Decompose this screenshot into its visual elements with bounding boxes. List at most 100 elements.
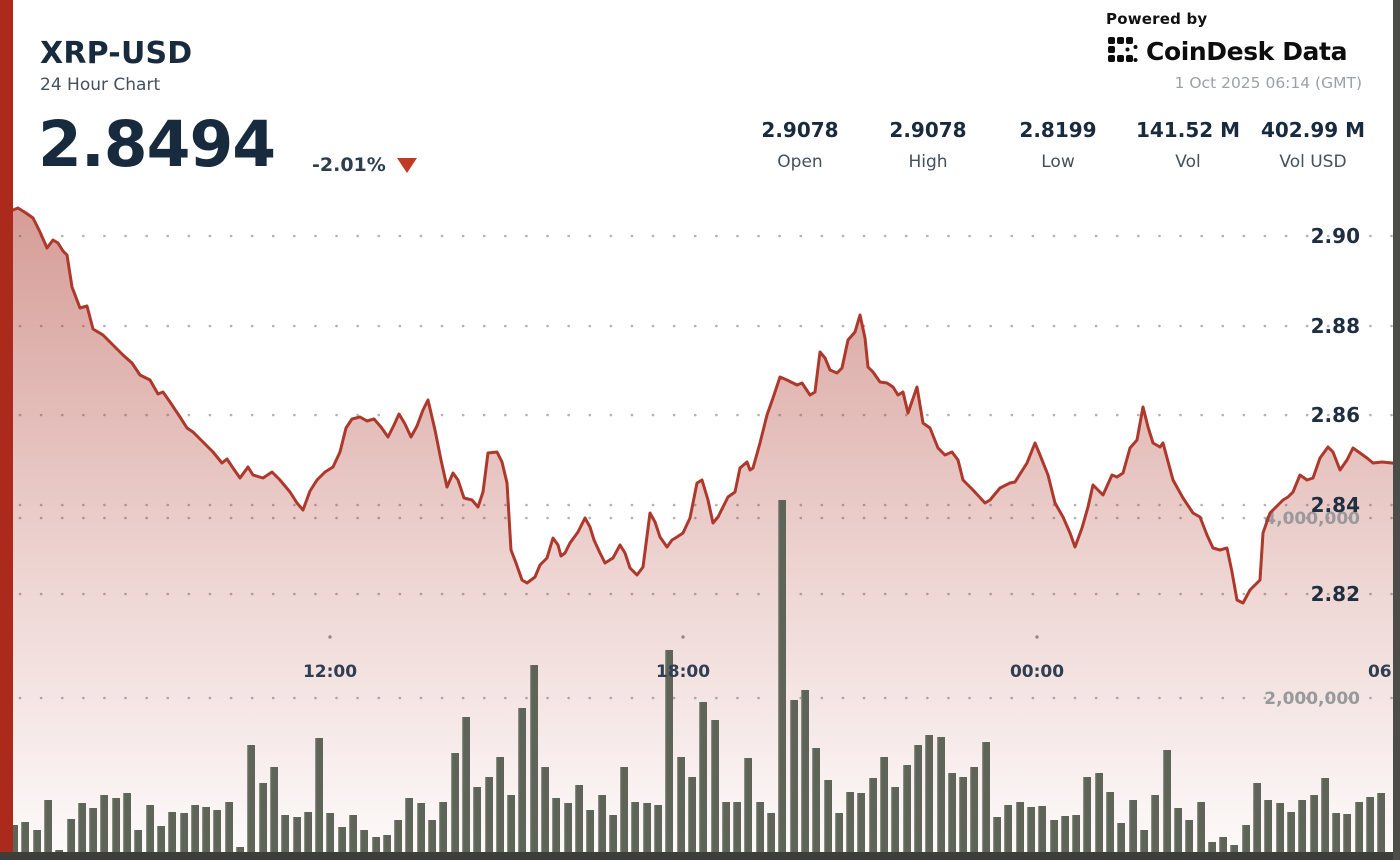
- down-arrow-icon: [396, 157, 417, 173]
- volume-bar: [586, 810, 594, 860]
- time-axis-label: 06:00: [1367, 662, 1400, 682]
- volume-bar: [530, 665, 538, 860]
- volume-bar: [903, 765, 911, 860]
- volume-bar: [304, 812, 312, 860]
- stat-open-value: 2.9078: [761, 118, 839, 142]
- volume-bar: [417, 803, 425, 860]
- stat-vol: 141.52 M Vol: [1123, 118, 1253, 172]
- volume-bar: [733, 802, 741, 860]
- volume-bar: [191, 805, 199, 860]
- volume-bar: [925, 735, 933, 860]
- volume-bar: [405, 798, 413, 860]
- volume-bar: [394, 820, 402, 860]
- volume-bar: [100, 795, 108, 860]
- stat-vol-usd: 402.99 M Vol USD: [1248, 118, 1378, 172]
- volume-bar: [1027, 807, 1035, 860]
- stat-high: 2.9078 High: [863, 118, 993, 172]
- stat-vol-value: 141.52 M: [1135, 118, 1241, 142]
- volume-bar: [383, 835, 391, 860]
- price-change-percent: -2.01%: [312, 154, 386, 176]
- stat-high-value: 2.9078: [889, 118, 967, 142]
- right-edge-strip[interactable]: [1393, 0, 1400, 860]
- volume-bar: [665, 650, 673, 860]
- price-axis-label: 2.84: [1310, 493, 1360, 517]
- volume-bar: [293, 817, 301, 860]
- volume-bar: [1264, 800, 1272, 860]
- volume-bars: [10, 500, 1385, 860]
- volume-bar: [496, 757, 504, 860]
- time-axis-label: 00:00: [1009, 662, 1065, 682]
- brand-name: CoinDesk Data: [1146, 36, 1348, 66]
- volume-bar: [552, 798, 560, 860]
- volume-bar: [880, 757, 888, 860]
- volume-bar: [168, 812, 176, 860]
- volume-bar: [1287, 812, 1295, 860]
- volume-bar: [982, 742, 990, 860]
- volume-bar: [1377, 793, 1385, 860]
- volume-bar: [1140, 830, 1148, 860]
- page-title: XRP-USD: [40, 36, 193, 71]
- volume-bar: [1366, 797, 1374, 860]
- stat-low: 2.8199 Low: [993, 118, 1123, 172]
- price-line-group: [11, 206, 1400, 605]
- volume-bar: [89, 808, 97, 860]
- volume-bar: [1276, 803, 1284, 860]
- volume-bar: [778, 500, 786, 860]
- volume-bar: [33, 830, 41, 860]
- volume-bar: [360, 830, 368, 860]
- volume-bar: [1355, 802, 1363, 860]
- volume-bar: [338, 827, 346, 860]
- volume-bar: [134, 830, 142, 860]
- volume-bar: [247, 745, 255, 860]
- price-axis-label: 2.88: [1310, 314, 1360, 338]
- stat-vol-usd-value: 402.99 M: [1260, 118, 1366, 142]
- price-axis-label: 2.86: [1310, 403, 1360, 427]
- volume-bar: [451, 753, 459, 860]
- volume-bar: [180, 813, 188, 860]
- stat-open-label: Open: [777, 152, 823, 172]
- volume-axis-label: 2,000,000: [1264, 689, 1360, 709]
- volume-bar: [10, 825, 18, 860]
- left-accent-bar: [0, 0, 13, 852]
- volume-bar: [473, 787, 481, 860]
- volume-bar: [654, 805, 662, 860]
- volume-bar: [146, 805, 154, 860]
- volume-bar: [937, 737, 945, 860]
- volume-axis-label: 4,000,000: [1264, 509, 1360, 529]
- volume-bar: [428, 820, 436, 860]
- volume-bar: [914, 745, 922, 860]
- volume-bar: [1151, 795, 1159, 860]
- volume-bar: [315, 738, 323, 860]
- price-axis-label: 2.82: [1310, 582, 1360, 606]
- volume-bar: [1343, 814, 1351, 860]
- volume-bar: [1117, 823, 1125, 860]
- volume-bar: [44, 800, 52, 860]
- price-area-fill: [13, 208, 1400, 860]
- stat-low-label: Low: [1041, 152, 1075, 172]
- volume-bar: [1106, 792, 1114, 860]
- volume-bar: [21, 822, 29, 860]
- volume-bar: [1083, 777, 1091, 860]
- brand-row[interactable]: CoinDesk Data: [1106, 35, 1362, 67]
- volume-bar: [270, 767, 278, 860]
- volume-bar: [213, 810, 221, 860]
- volume-bar: [711, 720, 719, 860]
- volume-bar: [812, 748, 820, 860]
- volume-bar: [891, 787, 899, 860]
- stat-open: 2.9078 Open: [735, 118, 865, 172]
- volume-bar: [202, 807, 210, 860]
- volume-bar: [564, 803, 572, 860]
- volume-bar: [67, 819, 75, 860]
- volume-bar: [1219, 837, 1227, 860]
- volume-bar: [1242, 825, 1250, 860]
- volume-bar: [1185, 820, 1193, 860]
- volume-bar: [349, 815, 357, 860]
- price-change: -2.01%: [312, 154, 417, 176]
- volume-bar: [575, 785, 583, 860]
- stat-vol-usd-label: Vol USD: [1279, 152, 1347, 172]
- time-axis-label: 18:00: [655, 662, 711, 682]
- volume-bar: [1174, 808, 1182, 860]
- volume-bar: [462, 717, 470, 860]
